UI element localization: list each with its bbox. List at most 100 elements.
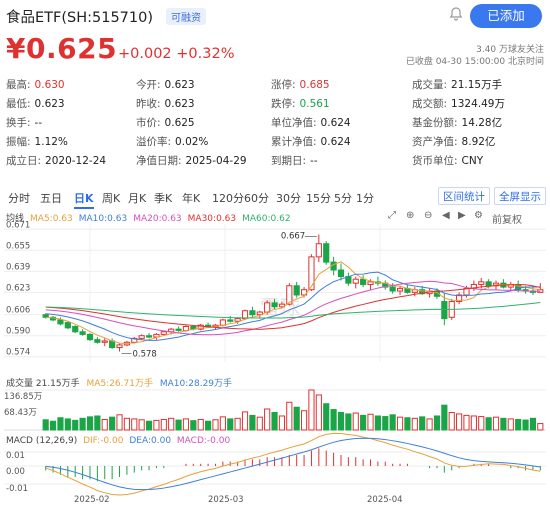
quote-label: 振幅: [6, 136, 31, 148]
bell-icon[interactable] [448, 6, 464, 22]
quote-cell: 资产净值: 8.92亿 [412, 134, 495, 149]
quote-label: 昨收: [136, 98, 161, 110]
volume-bar [145, 420, 153, 431]
volume-bar [389, 414, 396, 431]
candle-body [116, 344, 123, 349]
candle-body [264, 302, 271, 313]
fullscreen-icon[interactable]: ⤢ [388, 210, 396, 221]
range-stats-button[interactable]: 区间统计 [438, 187, 490, 205]
macd-dif: DIF:-0.00 [83, 436, 124, 446]
price-axis-label: 0.639 [6, 262, 30, 272]
quote-label: 最高: [6, 79, 31, 91]
candle-body [478, 281, 485, 285]
volume-axis-top: 136.85万 [4, 392, 43, 402]
tab-6[interactable]: 年K [182, 192, 201, 205]
candle-body [101, 340, 108, 343]
kline-chart[interactable]: 0.6710.6550.6390.6230.6060.5900.574雪球0.6… [0, 220, 550, 511]
quote-value: 0.630 [34, 79, 65, 91]
quote-label: 换手: [6, 117, 31, 129]
candle-body [293, 285, 300, 296]
volume-bar [138, 419, 145, 431]
prev-icon[interactable]: ◀ [442, 210, 450, 221]
ma-legend-item: MA10:0.63 [78, 214, 128, 224]
volume-bar [197, 418, 204, 431]
price-axis-label: 0.574 [6, 348, 30, 358]
tab-11[interactable]: 5分 [334, 192, 352, 205]
volume-bar [367, 413, 374, 431]
quote-label: 净值日期: [136, 155, 182, 167]
fullscreen-button[interactable]: 全屏显示 [494, 187, 546, 205]
volume-bar [101, 418, 108, 431]
period-tabs: 分时 五日 日K 周K 月K 季K 年K 120分 60分 30分 15分 5分 1分 区间统计 全屏显示 [4, 187, 546, 209]
zoom-in-icon[interactable]: ⊕ [406, 210, 415, 221]
tab-3[interactable]: 周K [102, 192, 121, 205]
quote-value: 2025-04-29 [185, 155, 247, 167]
volume-bar [234, 417, 241, 431]
quote-label: 今开: [136, 79, 161, 91]
tab-4[interactable]: 月K [128, 192, 147, 205]
zoom-out-icon[interactable]: ⊖ [424, 210, 433, 221]
tab-2[interactable]: 日K [74, 192, 94, 209]
quote-cell: 累计净值: 0.624 [271, 134, 351, 149]
quote-cell: 振幅: 1.12% [6, 134, 68, 149]
ma-type-label[interactable]: 均线 [6, 214, 25, 224]
tab-5[interactable]: 季K [154, 192, 173, 205]
quote-label: 基金份额: [412, 117, 458, 129]
ma-line [45, 280, 541, 336]
ma-line [45, 271, 541, 341]
adjust-select[interactable]: 前复权 [492, 215, 522, 226]
low-annotation: 0.578 [133, 349, 157, 359]
status-info: 3.40 万球友关注 已收盘 04-30 15:00:00 北京时间 [406, 44, 544, 68]
quote-cell: 最低: 0.623 [6, 96, 65, 111]
candle-body [86, 333, 94, 341]
volume-bar [256, 416, 263, 431]
volume-bar [94, 415, 101, 431]
quote-cell: 基金份额: 14.28亿 [412, 115, 502, 130]
tab-7[interactable]: 120分 [212, 192, 244, 205]
quote-cell: 货币单位: CNY [412, 153, 483, 168]
ma-legend-item: MA30:0.63 [187, 214, 237, 224]
candle-body [175, 328, 182, 331]
volume-bar [168, 417, 175, 431]
added-watchlist-button[interactable]: 已添加 [470, 4, 542, 28]
tab-1[interactable]: 五日 [40, 192, 62, 205]
candle-body [367, 281, 374, 285]
quote-value: 8.92亿 [461, 136, 496, 148]
tab-0[interactable]: 分时 [8, 192, 30, 205]
candle-body [57, 319, 64, 325]
tab-12[interactable]: 1分 [356, 192, 374, 205]
quote-value: 1.12% [34, 136, 68, 148]
candle-body [441, 301, 448, 320]
high-annotation: 0.667 [281, 232, 305, 242]
volume-bar [507, 418, 514, 431]
quote-value: 0.685 [299, 79, 330, 91]
quote-cell: 单位净值: 0.624 [271, 115, 351, 130]
market-status: 已收盘 04-30 15:00:00 北京时间 [405, 57, 544, 67]
quote-value: 21.15万手 [451, 79, 503, 91]
margin-badge[interactable]: 可融资 [166, 8, 206, 25]
candle-body [72, 326, 79, 333]
macd-legend: MACD (12,26,9) DIF:-0.00 DEA:0.00 MACD:-… [6, 436, 230, 446]
tab-8[interactable]: 60分 [244, 192, 269, 205]
candle-body [337, 269, 345, 278]
volume-bar [537, 423, 544, 431]
ma-legend-item: MA60:0.62 [242, 214, 291, 224]
volume-bar [49, 420, 57, 431]
volume-bar [57, 417, 64, 431]
volume-bar [42, 419, 49, 431]
quote-value: 0.02% [175, 136, 209, 148]
candle-body [234, 318, 241, 322]
candle-body [145, 335, 153, 338]
quote-value: -- [310, 155, 318, 167]
tab-9[interactable]: 30分 [276, 192, 301, 205]
quote-label: 累计净值: [271, 136, 317, 148]
volume-bar [382, 416, 389, 431]
candle-body [485, 281, 492, 287]
volume-bar [396, 416, 404, 431]
candle-body [315, 243, 322, 258]
settings-icon[interactable]: ⚙ [474, 210, 483, 221]
tab-10[interactable]: 15分 [306, 192, 331, 205]
ma-line [45, 284, 541, 330]
next-icon[interactable]: ▶ [458, 210, 466, 221]
date-label-feb: 2025-02 [74, 495, 110, 505]
